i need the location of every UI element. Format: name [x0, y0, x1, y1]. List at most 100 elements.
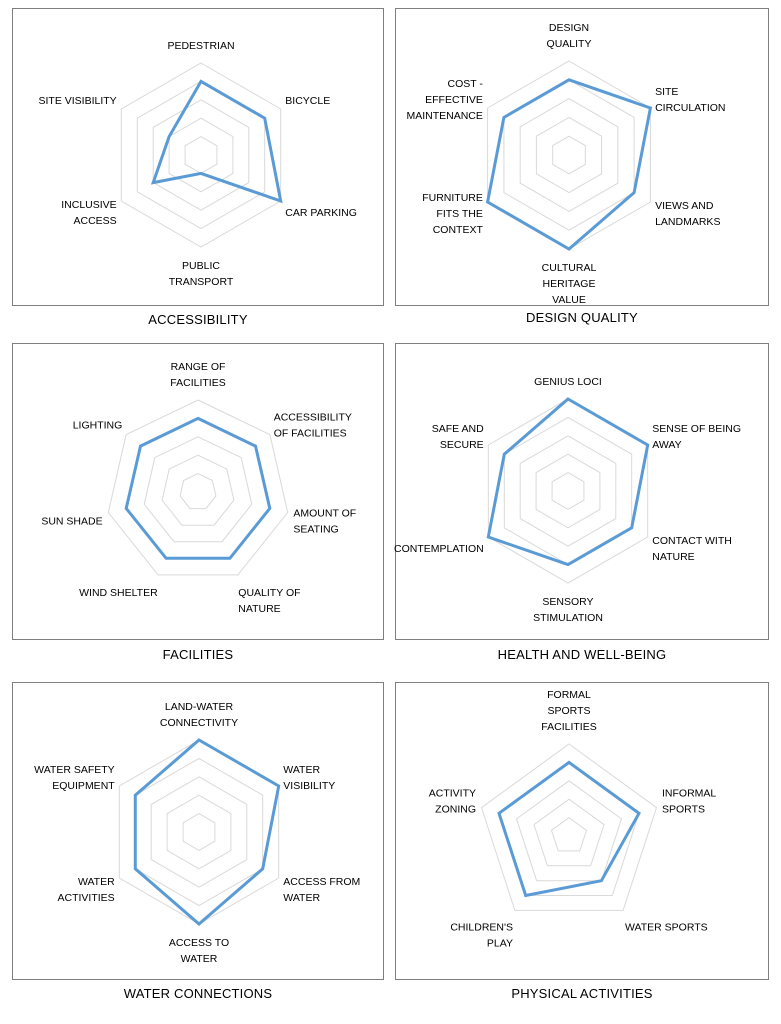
axis-label-line: PEDESTRIAN [167, 40, 234, 52]
axis-label-line: SEATING [293, 524, 338, 536]
grid-ring [533, 798, 605, 867]
axis-label-line: ACCESSIBILITY [274, 411, 352, 423]
radar-chart: GENIUS LOCI SENSE OF BEING AWAY CONTACT WIT… [394, 376, 741, 624]
grid-ring [136, 80, 266, 230]
grid-ring [535, 453, 601, 529]
axis-label-line: INCLUSIVE [61, 199, 116, 211]
axis-label: BICYCLE [285, 95, 330, 107]
grid-ring [161, 454, 235, 526]
axis-label-line: WATER [78, 876, 115, 888]
chart-caption: PHYSICAL ACTIVITIES [511, 986, 653, 1001]
axis-label-line: FORMAL [547, 689, 591, 701]
axis-label-line: LAND-WATER [165, 701, 234, 713]
grid-ring [184, 136, 218, 174]
axis-label-line: SENSORY [542, 596, 593, 608]
axis-label-line: WATER SAFETY [34, 764, 115, 776]
axis-label-line: FACILITIES [541, 721, 596, 733]
axis-label-line: TRANSPORT [169, 276, 234, 288]
axis-label-line: CULTURAL [542, 262, 597, 274]
axis-label-line: VALUE [552, 294, 586, 306]
axis-label-line: VISIBILITY [283, 780, 335, 792]
grid-ring [179, 473, 217, 510]
axis-label-line: SPORTS [662, 804, 705, 816]
axis-label-line: NATURE [652, 551, 694, 563]
axis-label-line: ACCESS [74, 215, 117, 227]
axis-label: DESIGN QUALITY [547, 22, 592, 50]
axis-label-line: SITE [655, 86, 678, 98]
axis-label-line: QUALITY [547, 38, 592, 50]
axis-label-line: INFORMAL [662, 788, 716, 800]
axis-label-line: WIND SHELTER [79, 587, 158, 599]
series-line [485, 78, 653, 251]
axis-label: GENIUS LOCI [534, 376, 602, 388]
axis-label-line: VIEWS AND [655, 200, 714, 212]
axis-label-line: SENSE OF BEING [652, 423, 741, 435]
chart-area: RANGE OF FACILITIES ACCESSIBILITY OF FACILI… [12, 343, 384, 640]
axis-label-line: AWAY [652, 439, 681, 451]
axis-label-line: STIMULATION [533, 612, 603, 624]
axis-label: SAFE AND SECURE [432, 423, 484, 451]
axis-label-line: CONTEXT [433, 224, 484, 236]
axis-label: WATER SPORTS [625, 922, 708, 934]
series-line [150, 79, 283, 204]
axis-label: LAND-WATER CONNECTIVITY [160, 701, 238, 729]
axis-label: QUALITY OF NATURE [238, 587, 300, 615]
grid-ring [519, 435, 617, 547]
axis-label: SUN SHADE [41, 516, 102, 528]
axis-label-line: PLAY [487, 938, 513, 950]
chart-area: PEDESTRIAN BICYCLE CAR PARKING PUBLIC TRANSP… [12, 8, 384, 306]
axis-label-line: CAR PARKING [285, 207, 357, 219]
grid-ring [120, 62, 282, 248]
grid-ring [107, 399, 289, 576]
chart-caption: HEALTH AND WELL-BEING [497, 647, 667, 662]
axis-label: CONTACT WITH NATURE [652, 535, 732, 563]
axis-label-line: FACILITIES [170, 377, 225, 389]
axis-label-line: PUBLIC [182, 260, 220, 272]
series-line [486, 397, 650, 567]
axis-label-line: WATER [283, 764, 320, 776]
series-line [124, 416, 272, 560]
grid-ring [143, 436, 253, 543]
grid-ring [535, 116, 603, 194]
axis-label-line: WATER SPORTS [625, 922, 708, 934]
axis-label-line: WATER [283, 892, 320, 904]
radar-grid [107, 399, 289, 576]
axis-label-line: SPORTS [548, 705, 591, 717]
axis-label-line: CONTACT WITH [652, 535, 732, 547]
grid-ring [487, 60, 651, 250]
axis-label: SITE CIRCULATION [655, 86, 725, 114]
axis-label: PEDESTRIAN [167, 40, 234, 52]
axis-label-line: QUALITY OF [238, 587, 300, 599]
axis-label-line: CIRCULATION [655, 102, 725, 114]
axis-label-line: WATER [181, 953, 218, 965]
axis-label-line: FURNITURE [422, 192, 483, 204]
series-line [497, 760, 641, 898]
grid-ring [118, 739, 280, 925]
radar-grid [487, 398, 649, 584]
axis-label: CAR PARKING [285, 207, 357, 219]
axis-label-line: OF FACILITIES [274, 427, 347, 439]
radar-chart: RANGE OF FACILITIES ACCESSIBILITY OF FACILI… [41, 361, 356, 615]
chart-area: FORMAL SPORTS FACILITIES INFORMAL SPORTS WATE… [395, 682, 769, 980]
axis-label: VIEWS AND LANDMARKS [655, 200, 720, 228]
axis-label: INCLUSIVE ACCESS [61, 199, 116, 227]
axis-label-line: SECURE [440, 439, 484, 451]
grid-ring [166, 794, 232, 870]
axis-label-line: FITS THE [436, 208, 482, 220]
axis-label: AMOUNT OF SEATING [293, 508, 356, 536]
axis-label-line: COST - [447, 78, 483, 90]
grid-ring [182, 813, 216, 851]
radar-grid [118, 739, 280, 925]
grid-ring [515, 780, 623, 882]
axis-label-line: BICYCLE [285, 95, 330, 107]
axis-label-line: NATURE [238, 603, 280, 615]
chart-area: LAND-WATER CONNECTIVITY WATER VISIBILITY ACC… [12, 682, 384, 980]
axis-label-line: ACTIVITY [429, 788, 476, 800]
radar-panel-physical-activities: FORMAL SPORTS FACILITIES INFORMAL SPORTS WATE… [395, 682, 769, 1012]
axis-label-line: ACCESS FROM [283, 876, 360, 888]
axis-label-line: MAINTENANCE [406, 110, 482, 122]
axis-label: COST - EFFECTIVE MAINTENANCE [406, 78, 483, 122]
axis-label: INFORMAL SPORTS [662, 788, 716, 816]
grid-ring [150, 776, 248, 888]
axis-label: WIND SHELTER [79, 587, 158, 599]
